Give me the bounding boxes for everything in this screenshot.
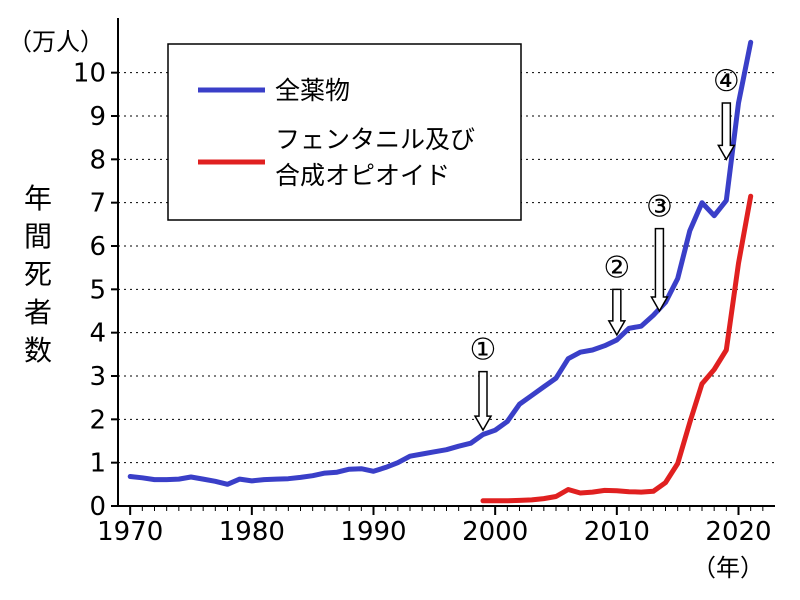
annotation-label: ①	[470, 333, 497, 368]
annotation-label: ③	[646, 190, 673, 225]
x-tick-label: 2000	[462, 517, 528, 547]
x-tick-label: 2020	[705, 517, 771, 547]
y-tick-label: 10	[73, 59, 106, 89]
y-tick-label: 9	[89, 102, 106, 132]
annotation-arrow	[473, 370, 493, 432]
y-axis-label-char: 数	[24, 334, 52, 367]
series-line-fentanyl	[480, 193, 754, 504]
x-unit-label: （年）	[692, 554, 764, 582]
annotation-marker: ③	[646, 190, 673, 313]
y-axis-label-char: 死	[24, 258, 52, 291]
legend-label-fentanyl: フェンタニル及び合成オピオイド	[275, 125, 475, 190]
y-tick-label: 8	[89, 145, 106, 175]
y-tick-label: 5	[89, 275, 106, 305]
y-tick-label: 6	[89, 232, 106, 262]
x-tick-label: 1980	[219, 517, 285, 547]
y-tick-label: 1	[89, 449, 106, 479]
y-axis-label-char: 者	[24, 296, 52, 329]
y-tick-label: 3	[89, 362, 106, 392]
y-axis-label-char: 年	[24, 182, 52, 215]
x-tick-label: 1990	[340, 517, 406, 547]
y-unit-label: （万人）	[8, 28, 104, 56]
annotation-marker: ①	[470, 333, 497, 432]
y-tick-label: 2	[89, 405, 106, 435]
annotation-label: ②	[603, 250, 630, 285]
legend-box	[167, 43, 522, 221]
y-axis-label-char: 間	[24, 220, 52, 253]
x-tick-label: 2010	[584, 517, 650, 547]
x-tick-label: 1970	[97, 517, 163, 547]
y-tick-label: 4	[89, 319, 106, 349]
annotation-arrow	[650, 227, 669, 313]
legend-label-all-drugs: 全薬物	[275, 76, 350, 105]
series-lines	[127, 39, 754, 504]
annotation-arrow	[717, 102, 736, 161]
legend: 全薬物 フェンタニル及び合成オピオイド	[167, 43, 522, 221]
annotations: ① ②③ ④	[470, 64, 740, 432]
annotation-marker: ②	[603, 250, 630, 337]
y-tick-label: 0	[89, 492, 106, 522]
series-line-all-drugs	[127, 39, 754, 487]
y-tick-label: 7	[89, 189, 106, 219]
annotation-label: ④	[713, 64, 740, 99]
annotation-marker: ④	[713, 64, 740, 161]
axes: 0 1 2 3 4 5 6 7 8 9 10 1970 1980 1990 2000 2010 2020	[73, 18, 775, 547]
annotation-arrow	[607, 288, 627, 337]
